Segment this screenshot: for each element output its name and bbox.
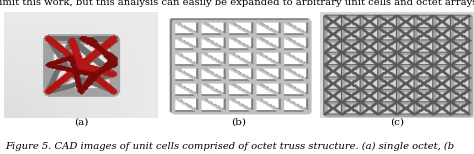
Text: limit this work, but this analysis can easily be expanded to arbitrary unit cell: limit this work, but this analysis can e…	[0, 0, 474, 7]
Text: (c): (c)	[390, 118, 404, 126]
Text: (b): (b)	[231, 118, 246, 126]
Text: (a): (a)	[74, 118, 88, 126]
Text: Figure 5. CAD images of unit cells comprised of octet truss structure. (a) singl: Figure 5. CAD images of unit cells compr…	[5, 142, 454, 151]
